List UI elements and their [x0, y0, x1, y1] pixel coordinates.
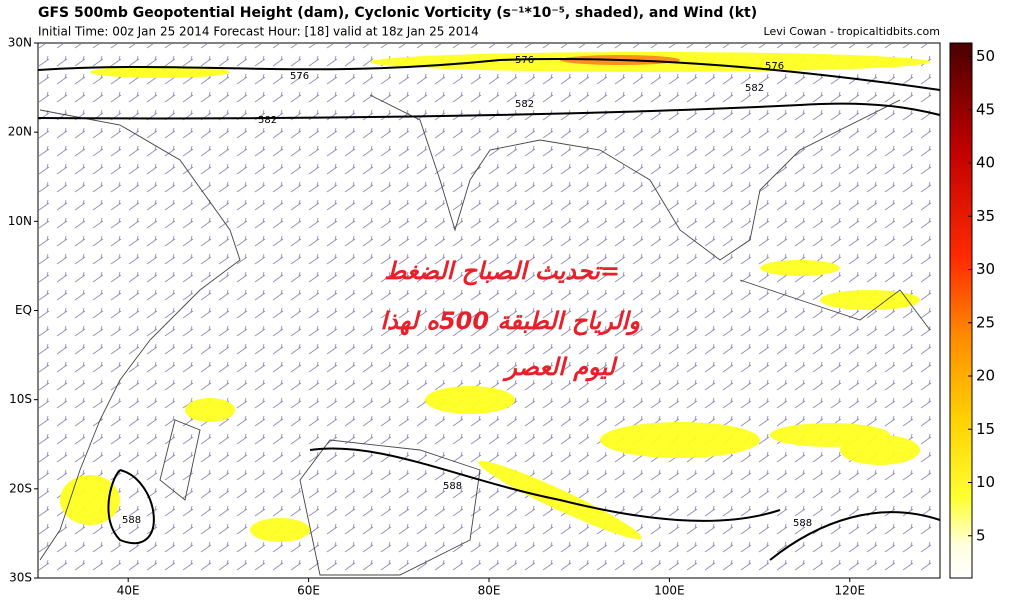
lat-label: 10S — [9, 392, 32, 406]
contour-label: 576 — [765, 61, 784, 72]
vorticity-shading — [60, 52, 930, 542]
contour-label: 588 — [122, 515, 141, 526]
lat-label: 30N — [8, 36, 32, 50]
colorbar-label: 50 — [976, 47, 995, 65]
contour-label: 582 — [258, 115, 277, 126]
contour-label: 576 — [515, 55, 534, 66]
colorbar-label: 45 — [976, 100, 995, 118]
credit: Levi Cowan - tropicaltidbits.com — [764, 25, 940, 38]
overlay-line: =تحديث الصباح الضغط — [384, 257, 620, 286]
lon-label: 60E — [297, 584, 320, 598]
wind-barbs — [39, 44, 939, 577]
lon-label: 80E — [478, 584, 501, 598]
colorbar-label: 20 — [976, 367, 995, 385]
colorbar-label: 35 — [976, 207, 995, 225]
lat-label: 20S — [9, 481, 32, 495]
contour-label: 582 — [515, 99, 534, 110]
contour-label: 588 — [793, 518, 812, 529]
overlay-line: والرياح الطبقة 500ه لهذا — [380, 307, 640, 336]
lon-label: 100E — [654, 584, 685, 598]
colorbar-label: 30 — [976, 260, 995, 278]
lat-label: 20N — [8, 125, 32, 139]
subtitle: Initial Time: 00z Jan 25 2014 Forecast H… — [38, 25, 479, 39]
contour-label: 588 — [443, 481, 462, 492]
coastlines — [39, 94, 931, 576]
colorbar-label: 10 — [976, 473, 995, 491]
colorbar-label: 40 — [976, 154, 995, 172]
contour-label: 582 — [745, 83, 764, 94]
height-contours — [37, 58, 941, 561]
lat-label: 10N — [8, 214, 32, 228]
contour-label: 576 — [290, 71, 309, 82]
colorbar-label: 15 — [976, 420, 995, 438]
title: GFS 500mb Geopotential Height (dam), Cyc… — [38, 5, 757, 21]
lon-label: 120E — [835, 584, 866, 598]
lat-label: EQ — [15, 303, 32, 317]
arabic-overlay: =تحديث الصباح الضغط والرياح الطبقة 500ه … — [380, 257, 640, 382]
overlay-line: ليوم العصر — [501, 353, 618, 382]
lat-label: 30S — [9, 571, 32, 585]
colorbar — [949, 42, 973, 579]
colorbar-label: 5 — [976, 526, 986, 544]
map: 576 576 576 582 582 582 588 588 588 — [37, 42, 941, 579]
colorbar-label: 25 — [976, 313, 995, 331]
lon-label: 40E — [117, 584, 140, 598]
